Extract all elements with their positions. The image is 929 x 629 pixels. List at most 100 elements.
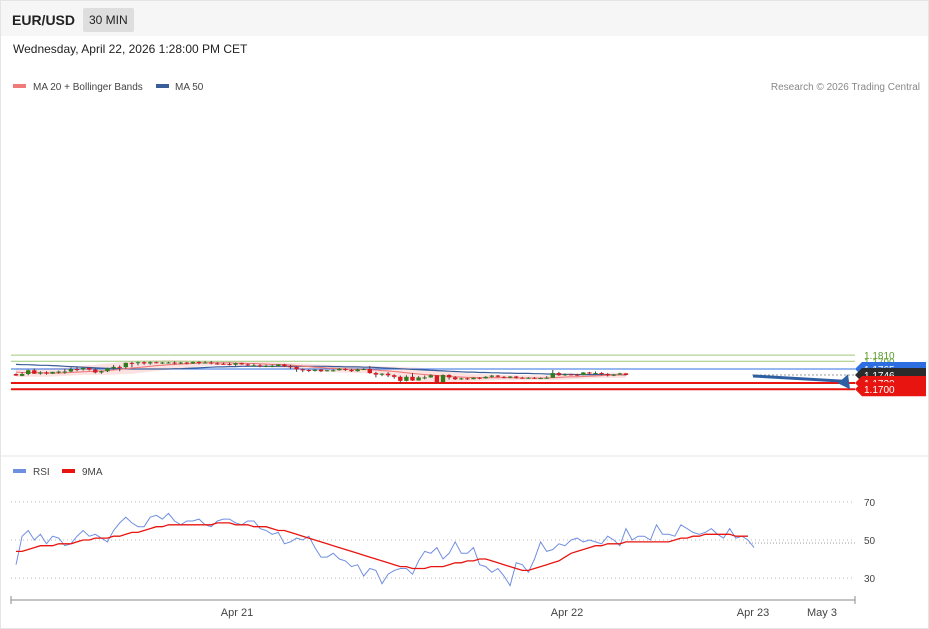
resistance-level-label: 1.1810	[864, 351, 895, 362]
candle	[526, 377, 531, 379]
candle	[538, 377, 543, 380]
candle	[349, 368, 354, 372]
candle	[99, 370, 104, 374]
candle-body	[483, 376, 488, 379]
candle	[410, 373, 415, 381]
candle	[227, 362, 232, 366]
candle-body	[453, 377, 458, 380]
candle-body	[623, 373, 629, 375]
candle-body	[324, 370, 330, 372]
candle-body	[440, 374, 446, 383]
candle	[251, 363, 257, 367]
candle	[111, 365, 116, 370]
candle	[453, 376, 458, 380]
x-axis: Apr 21 Apr 22 Apr 23 May 3	[10, 596, 856, 619]
ma20-legend-label: MA 20 + Bollinger Bands	[33, 82, 143, 93]
candle-body	[477, 377, 482, 379]
candle-body	[459, 378, 464, 380]
candle-body	[44, 372, 49, 374]
candle	[337, 368, 342, 371]
candle-body	[337, 368, 342, 371]
rsi-legend-label: RSI	[33, 467, 50, 478]
candle-body	[221, 363, 226, 365]
candle-body	[587, 372, 592, 374]
candle-body	[227, 364, 232, 366]
candle-body	[105, 368, 110, 372]
candle-body	[556, 373, 562, 376]
candle	[392, 374, 397, 379]
candle-body	[26, 370, 31, 375]
candle-body	[178, 362, 183, 364]
projection-arrowhead	[838, 374, 850, 390]
timestamp: Wednesday, April 22, 2026 1:28:00 PM CET	[13, 42, 248, 56]
candle	[623, 373, 629, 376]
candle-body	[87, 367, 92, 370]
candle-body	[209, 362, 214, 364]
candle	[32, 368, 37, 375]
ma9-legend-label: 9MA	[82, 467, 103, 478]
candle	[178, 361, 183, 365]
candle	[62, 368, 67, 374]
candle	[355, 368, 360, 372]
candle	[44, 371, 49, 375]
candle-body	[428, 375, 433, 378]
candle	[19, 372, 25, 377]
candle	[50, 371, 55, 375]
candle-body	[294, 366, 299, 370]
candle	[80, 367, 86, 371]
candle	[135, 361, 141, 366]
candle	[154, 361, 159, 364]
rsi-legend-swatch	[13, 469, 26, 473]
candle-body	[245, 364, 250, 366]
candle-body	[282, 364, 287, 367]
candle-body	[605, 374, 610, 376]
candle-body	[129, 362, 135, 364]
candle	[361, 368, 366, 371]
candle	[270, 364, 275, 368]
rsi-level-label: 50	[864, 536, 876, 547]
candle-body	[575, 374, 580, 376]
candle	[245, 363, 250, 367]
candle	[556, 371, 562, 376]
candle-body	[13, 374, 19, 376]
instrument-symbol: EUR/USD	[12, 12, 76, 28]
candle-body	[562, 374, 568, 376]
candle	[190, 361, 196, 364]
candle	[288, 364, 293, 369]
candle-body	[471, 377, 476, 380]
candle	[544, 376, 549, 379]
candle	[117, 365, 122, 372]
candle-body	[93, 369, 98, 373]
candle-body	[56, 371, 61, 373]
candle	[434, 375, 440, 383]
ma50-line	[15, 363, 626, 376]
rsi-pane: 70 50 30	[11, 498, 876, 587]
candle	[398, 375, 403, 384]
ma20-legend-swatch	[13, 84, 26, 88]
candle	[605, 373, 610, 377]
candle	[501, 376, 507, 379]
candle	[507, 376, 513, 379]
candle-body	[526, 377, 531, 379]
candle-body	[276, 364, 281, 366]
candle	[105, 367, 110, 373]
candle	[38, 371, 43, 375]
candle-body	[32, 370, 37, 374]
candle-body	[184, 362, 189, 364]
candle	[562, 373, 568, 376]
candle-body	[446, 374, 452, 378]
ma50-legend-label: MA 50	[175, 82, 204, 93]
candle	[599, 372, 604, 376]
candle	[459, 377, 464, 380]
candle	[306, 369, 311, 373]
candle	[221, 362, 226, 365]
candle-body	[202, 362, 208, 364]
candle-body	[520, 377, 525, 379]
candle	[184, 361, 189, 365]
candle-body	[331, 370, 336, 372]
candle-body	[416, 377, 421, 381]
rsi-ma-line	[16, 522, 748, 572]
candle-body	[568, 374, 574, 376]
candle	[141, 361, 147, 365]
timeframe-button[interactable]: 30 MIN	[83, 8, 134, 32]
